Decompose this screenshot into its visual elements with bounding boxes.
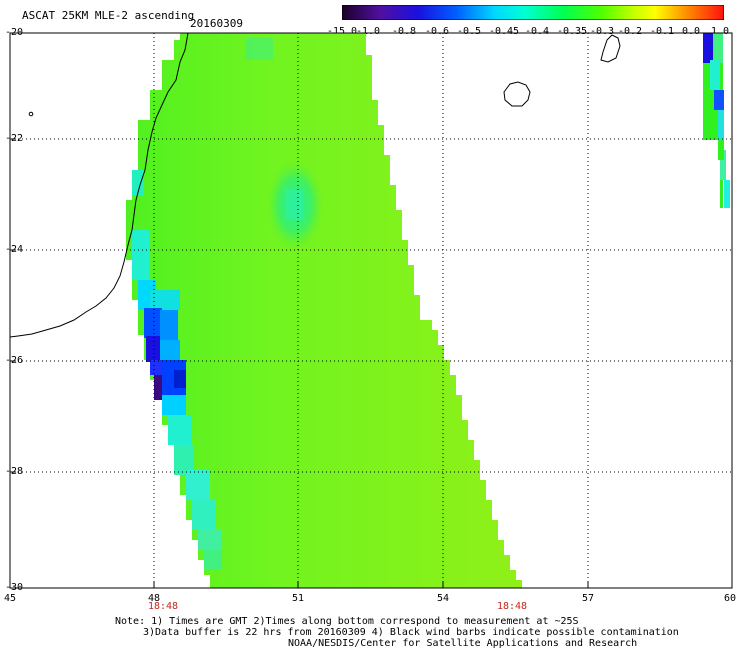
note-line-1: Note: 1) Times are GMT 2)Times along bot… (115, 616, 579, 627)
y-tick-label: -20 (5, 27, 24, 38)
mauritius-island-outline (600, 34, 621, 63)
coastline-madagascar (9, 32, 189, 338)
y-tick-label: -22 (5, 133, 24, 144)
axis-ticks (10, 32, 589, 589)
colorbar-label: -1.0 (355, 26, 381, 37)
colorbar-label: 1.0 (710, 26, 730, 37)
y-tick-label: -28 (5, 466, 24, 477)
x-tick-label: 57 (581, 593, 595, 604)
x-tick-label: 51 (291, 593, 305, 604)
map-title: ASCAT 25KM MLE-2 ascending (22, 9, 195, 22)
east-swath-strip (703, 33, 730, 208)
time-label: 18:48 (147, 601, 179, 612)
note-line-2: 3)Data buffer is 22 hrs from 20160309 4)… (143, 627, 679, 638)
time-label: 18:48 (496, 601, 528, 612)
colorbar-label: -0.6 (424, 26, 450, 37)
y-tick-label: -24 (5, 244, 24, 255)
colorbar-label: -0.45 (488, 26, 520, 37)
colorbar-label: -0.5 (456, 26, 482, 37)
colorbar-label: -0.8 (391, 26, 417, 37)
colorbar-label: -0.4 (524, 26, 550, 37)
coastal-low-wind-band (132, 170, 222, 570)
x-tick-label: 45 (3, 593, 17, 604)
x-tick-label: 48 (147, 593, 161, 604)
y-tick-label: -30 (5, 582, 24, 593)
x-tick-label: 54 (436, 593, 450, 604)
colorbar-label: -0.35 (556, 26, 588, 37)
colorbar (342, 5, 724, 20)
map-frame (9, 32, 733, 589)
x-tick-label: 60 (723, 593, 737, 604)
islet-marker (28, 111, 34, 117)
note-line-3: NOAA/NESDIS/Center for Satellite Applica… (288, 638, 638, 649)
colorbar-label: -0.1 (649, 26, 675, 37)
colorbar-label: -0.3 (589, 26, 615, 37)
colorbar-label: -15.0 (326, 26, 358, 37)
colorbar-label: 0.0 (681, 26, 701, 37)
colorbar-label: -0.2 (617, 26, 643, 37)
swath-data (126, 33, 522, 588)
reunion-island-outline (503, 81, 531, 107)
map-date: 20160309 (190, 17, 243, 30)
y-tick-label: -26 (5, 355, 24, 366)
